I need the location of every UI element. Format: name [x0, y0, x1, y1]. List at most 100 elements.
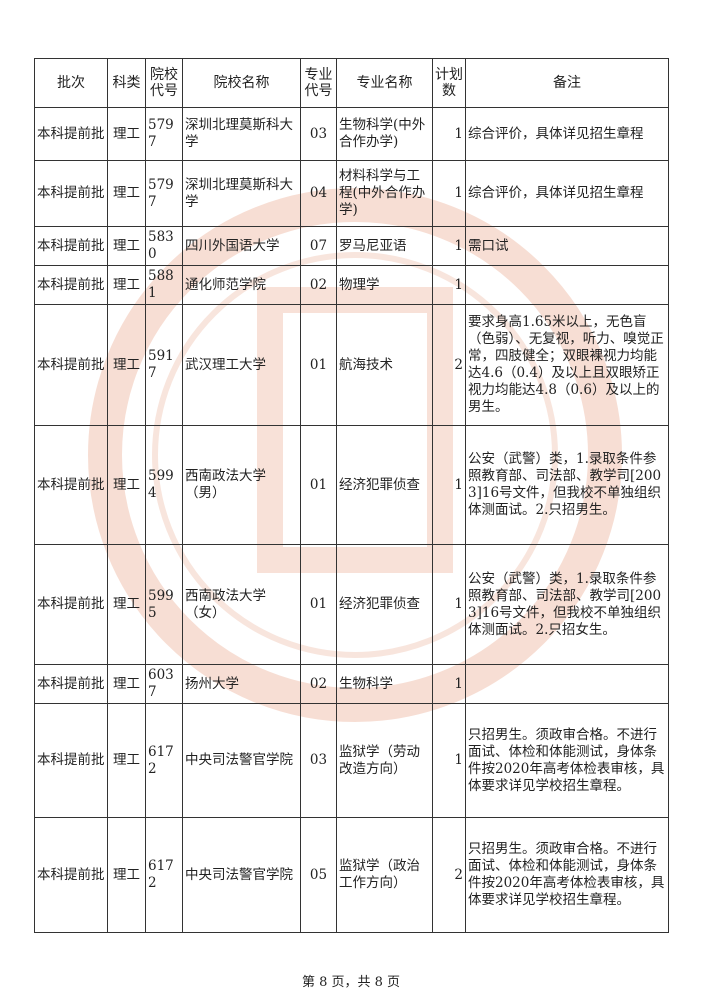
cell-major-name: 生物科学	[336, 664, 433, 704]
cell-school-name: 深圳北理莫斯科大学	[182, 107, 301, 161]
cell-category: 理工	[107, 664, 146, 704]
header-major-name: 专业名称	[336, 58, 433, 108]
cell-school-code: 5917	[145, 304, 183, 426]
table-row: 本科提前批 理工 5917 武汉理工大学 01 航海技术 2 要求身高1.65米以上，无色盲（…	[34, 304, 669, 426]
table-row: 本科提前批 理工 5881 通化师范学院 02 物理学 1	[34, 265, 669, 305]
header-major-code: 专业代号	[300, 58, 337, 108]
cell-major-name: 经济犯罪侦查	[336, 425, 433, 545]
cell-plan-count: 1	[432, 425, 466, 545]
cell-school-name: 四川外国语大学	[182, 226, 301, 266]
cell-category: 理工	[107, 226, 146, 266]
cell-batch: 本科提前批	[34, 160, 108, 227]
cell-category: 理工	[107, 703, 146, 818]
cell-remarks	[465, 664, 669, 704]
cell-remarks: 只招男生。须政审合格。不进行面试、体检和体能测试，身体条件按2020年高考体检表…	[465, 703, 669, 818]
cell-major-name: 经济犯罪侦查	[336, 544, 433, 665]
cell-school-name: 中央司法警官学院	[182, 817, 301, 933]
cell-major-code: 01	[300, 544, 337, 665]
cell-major-code: 02	[300, 664, 337, 704]
cell-school-code: 5830	[145, 226, 183, 266]
table-row: 本科提前批 理工 6172 中央司法警官学院 05 监狱学（政治工作方向） 2 只招男生。须政…	[34, 817, 669, 933]
cell-category: 理工	[107, 425, 146, 545]
cell-plan-count: 1	[432, 226, 466, 266]
cell-batch: 本科提前批	[34, 817, 108, 933]
cell-plan-count: 1	[432, 107, 466, 161]
header-remarks: 备注	[465, 58, 669, 108]
cell-school-code: 5797	[145, 160, 183, 227]
cell-remarks: 只招男生。须政审合格。不进行面试、体检和体能测试，身体条件按2020年高考体检表…	[465, 817, 669, 933]
table-row: 本科提前批 理工 5994 西南政法大学（男） 01 经济犯罪侦查 1 公安（武警）类，1.录…	[34, 425, 669, 545]
cell-school-name: 西南政法大学（男）	[182, 425, 301, 545]
cell-major-code: 01	[300, 304, 337, 426]
cell-major-name: 监狱学（劳动改造方向）	[336, 703, 433, 818]
cell-remarks: 公安（武警）类，1.录取条件参照教育部、司法部、教学司[2003]16号文件，但…	[465, 544, 669, 665]
cell-category: 理工	[107, 544, 146, 665]
cell-school-name: 通化师范学院	[182, 265, 301, 305]
cell-school-code: 5881	[145, 265, 183, 305]
table-row: 本科提前批 理工 6037 扬州大学 02 生物科学 1	[34, 664, 669, 704]
cell-remarks	[465, 265, 669, 305]
cell-major-code: 03	[300, 703, 337, 818]
cell-remarks: 要求身高1.65米以上，无色盲（色弱）、无复视，听力、嗅觉正常，四肢健全；双眼裸…	[465, 304, 669, 426]
cell-category: 理工	[107, 160, 146, 227]
cell-plan-count: 1	[432, 160, 466, 227]
header-category: 科类	[107, 58, 146, 108]
cell-category: 理工	[107, 265, 146, 305]
cell-school-code: 6172	[145, 817, 183, 933]
cell-school-code: 5797	[145, 107, 183, 161]
cell-school-code: 6037	[145, 664, 183, 704]
cell-school-code: 5995	[145, 544, 183, 665]
cell-major-name: 航海技术	[336, 304, 433, 426]
cell-remarks: 综合评价，具体详见招生章程	[465, 160, 669, 227]
cell-batch: 本科提前批	[34, 664, 108, 704]
admission-plan-table: 批次 科类 院校代号 院校名称 专业代号 专业名称 计划数 备注 本科提前批 理工 5797 深圳北…	[34, 58, 669, 933]
cell-batch: 本科提前批	[34, 107, 108, 161]
cell-school-name: 扬州大学	[182, 664, 301, 704]
header-school-code: 院校代号	[145, 58, 183, 108]
cell-major-code: 02	[300, 265, 337, 305]
cell-major-code: 07	[300, 226, 337, 266]
cell-major-code: 04	[300, 160, 337, 227]
cell-school-name: 武汉理工大学	[182, 304, 301, 426]
cell-plan-count: 2	[432, 817, 466, 933]
cell-major-code: 01	[300, 425, 337, 545]
cell-batch: 本科提前批	[34, 425, 108, 545]
cell-school-code: 6172	[145, 703, 183, 818]
cell-school-code: 5994	[145, 425, 183, 545]
cell-major-code: 05	[300, 817, 337, 933]
cell-batch: 本科提前批	[34, 544, 108, 665]
cell-plan-count: 1	[432, 703, 466, 818]
cell-remarks: 公安（武警）类，1.录取条件参照教育部、司法部、教学司[2003]16号文件，但…	[465, 425, 669, 545]
cell-batch: 本科提前批	[34, 265, 108, 305]
cell-batch: 本科提前批	[34, 304, 108, 426]
cell-major-code: 03	[300, 107, 337, 161]
cell-major-name: 生物科学(中外合作办学)	[336, 107, 433, 161]
cell-plan-count: 2	[432, 304, 466, 426]
cell-batch: 本科提前批	[34, 703, 108, 818]
cell-major-name: 物理学	[336, 265, 433, 305]
cell-category: 理工	[107, 304, 146, 426]
page-footer: 第 8 页，共 8 页	[301, 975, 401, 990]
cell-category: 理工	[107, 107, 146, 161]
table-row: 本科提前批 理工 5830 四川外国语大学 07 罗马尼亚语 1 需口试	[34, 226, 669, 266]
cell-remarks: 需口试	[465, 226, 669, 266]
cell-major-name: 罗马尼亚语	[336, 226, 433, 266]
cell-plan-count: 1	[432, 265, 466, 305]
header-plan-count: 计划数	[432, 58, 466, 108]
table-row: 本科提前批 理工 6172 中央司法警官学院 03 监狱学（劳动改造方向） 1 只招男生。须政…	[34, 703, 669, 818]
cell-batch: 本科提前批	[34, 226, 108, 266]
cell-category: 理工	[107, 817, 146, 933]
table-row: 本科提前批 理工 5995 西南政法大学（女） 01 经济犯罪侦查 1 公安（武警）类，1.录…	[34, 544, 669, 665]
cell-school-name: 深圳北理莫斯科大学	[182, 160, 301, 227]
header-batch: 批次	[34, 58, 108, 108]
cell-plan-count: 1	[432, 544, 466, 665]
header-school-name: 院校名称	[182, 58, 301, 108]
cell-school-name: 西南政法大学（女）	[182, 544, 301, 665]
cell-major-name: 监狱学（政治工作方向）	[336, 817, 433, 933]
cell-school-name: 中央司法警官学院	[182, 703, 301, 818]
cell-major-name: 材料科学与工程(中外合作办学)	[336, 160, 433, 227]
table-row: 本科提前批 理工 5797 深圳北理莫斯科大学 03 生物科学(中外合作办学) 1 综合评价，…	[34, 107, 669, 161]
cell-remarks: 综合评价，具体详见招生章程	[465, 107, 669, 161]
cell-plan-count: 1	[432, 664, 466, 704]
